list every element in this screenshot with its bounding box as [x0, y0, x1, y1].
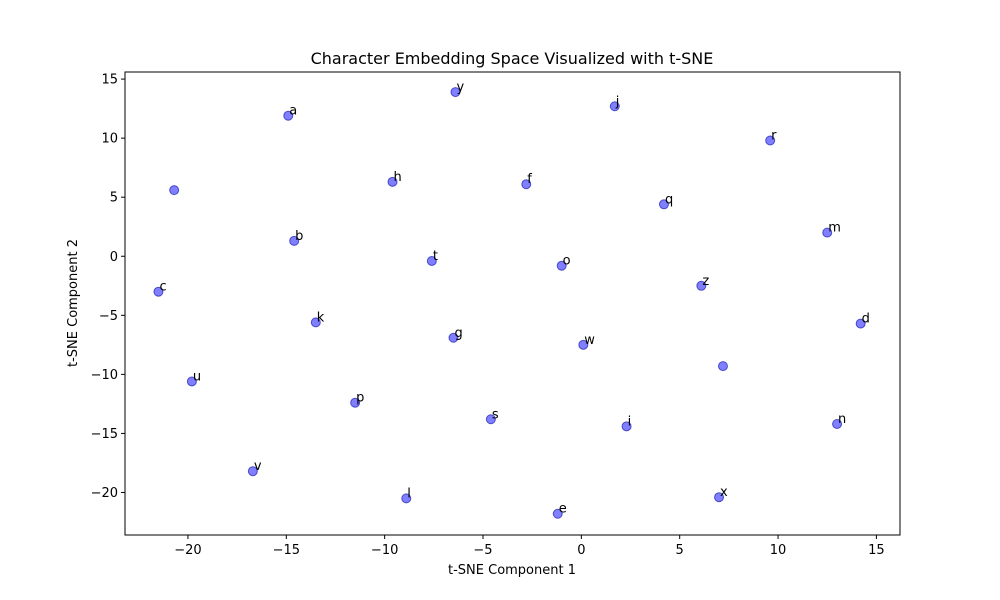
point-label: k [317, 310, 325, 325]
point-label: m [828, 221, 841, 236]
data-point [401, 493, 412, 504]
data-point [448, 332, 459, 343]
y-tick-label: −20 [91, 486, 118, 501]
x-tick-label: 15 [868, 543, 885, 558]
point-label: z [702, 274, 709, 289]
point-label: u [193, 369, 201, 384]
data-point [717, 361, 728, 372]
data-point [621, 421, 632, 432]
axis-ticks: −20 −15 −10 −5 0 5 10 15 −20 −15 −10 −5 0 5 10 15 [91, 73, 885, 558]
point-label: l [407, 486, 411, 501]
point-label: n [838, 412, 846, 427]
data-point [556, 260, 567, 271]
data-point [609, 101, 620, 112]
point-label: t [433, 249, 438, 264]
x-tick-label: −15 [273, 543, 300, 558]
data-points: a y j r h f q m b t o c z k d g w u p s i n v l x e [153, 80, 870, 519]
point-label: s [492, 407, 499, 422]
y-axis-label: t-SNE Component 2 [66, 239, 81, 367]
x-tick-label: 5 [676, 543, 684, 558]
x-tick-label: −5 [473, 543, 492, 558]
data-point [426, 255, 437, 266]
data-point [855, 318, 866, 329]
y-tick-label: 0 [110, 250, 118, 265]
data-point [247, 466, 258, 477]
point-label: a [289, 104, 297, 119]
point-label: f [527, 172, 532, 187]
point-label: x [720, 485, 728, 500]
data-point [153, 286, 164, 297]
data-point [822, 227, 833, 238]
x-tick-label: 10 [770, 543, 787, 558]
point-label: i [628, 414, 632, 429]
point-label: w [584, 333, 595, 348]
data-point [387, 176, 398, 187]
point-label: r [771, 129, 777, 144]
y-tick-label: 10 [101, 132, 118, 147]
point-label: c [159, 280, 166, 295]
data-point [552, 508, 563, 519]
y-tick-label: −10 [91, 368, 118, 383]
point-label: h [394, 170, 402, 185]
point-label: o [563, 254, 571, 269]
y-tick-label: 5 [110, 191, 118, 206]
x-tick-label: −20 [174, 543, 201, 558]
x-tick-label: 0 [577, 543, 585, 558]
point-label: d [862, 312, 870, 327]
data-point [450, 87, 461, 98]
point-label: b [295, 229, 303, 244]
chart-title: Character Embedding Space Visualized wit… [311, 49, 714, 68]
point-label: g [454, 326, 462, 341]
x-axis-label: t-SNE Component 1 [448, 563, 576, 578]
y-tick-label: −15 [91, 427, 118, 442]
data-point [289, 235, 300, 246]
data-point [696, 280, 707, 291]
data-point [485, 414, 496, 425]
point-label: v [254, 459, 262, 474]
y-tick-label: −5 [99, 309, 118, 324]
point-label: j [615, 94, 620, 109]
point-label: p [356, 391, 364, 406]
point-label: q [665, 192, 673, 207]
data-point [765, 135, 776, 146]
plot-frame [124, 71, 901, 536]
data-point [310, 317, 321, 328]
data-point [832, 418, 843, 429]
point-label: y [456, 80, 464, 95]
data-point [714, 492, 725, 503]
data-point [186, 376, 197, 387]
x-tick-label: −10 [371, 543, 398, 558]
data-point [283, 110, 294, 121]
y-tick-label: 15 [101, 73, 118, 88]
data-point [578, 339, 589, 350]
point-label: e [559, 502, 567, 517]
data-point [169, 185, 180, 196]
data-point [350, 397, 361, 408]
data-point [521, 179, 532, 190]
data-point [658, 199, 669, 210]
